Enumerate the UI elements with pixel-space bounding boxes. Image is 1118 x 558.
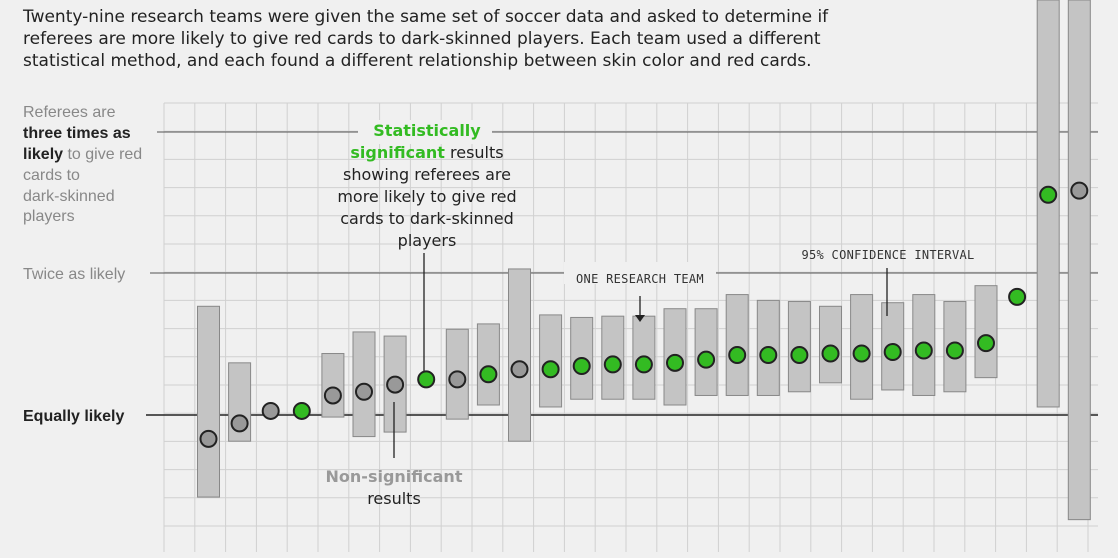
significant-annotation: Statistically significant results showin… xyxy=(337,121,517,372)
one-team-annotation: ONE RESEARCH TEAM xyxy=(576,272,704,322)
three-label-l2: three times as xyxy=(23,125,131,142)
confidence-intervals xyxy=(197,0,1091,521)
one-team-label: ONE RESEARCH TEAM xyxy=(576,272,704,286)
sig-line-2: significant results xyxy=(350,143,503,162)
team-estimate-dot xyxy=(355,382,373,401)
team-estimate-dot xyxy=(977,334,995,353)
sig-line-1: Statistically xyxy=(373,121,481,140)
sig-line-5: cards to dark-skinned xyxy=(340,209,514,228)
three-label-l5: dark-skinned xyxy=(23,188,115,205)
team-estimate-dot xyxy=(603,355,622,374)
team-estimate-dot xyxy=(1039,185,1058,204)
confidence-interval-bar xyxy=(508,268,531,442)
nonsignificant-annotation: Non-significant results xyxy=(326,402,463,508)
team-estimate-dot xyxy=(1008,287,1027,306)
team-estimate-dot xyxy=(230,414,249,433)
team-estimate-dot xyxy=(386,375,405,394)
sig-line-3: showing referees are xyxy=(343,165,511,184)
team-estimate-dot xyxy=(790,346,809,365)
team-estimate-dot xyxy=(945,341,964,360)
intro-line-2: referees are more likely to give red car… xyxy=(23,29,821,49)
team-estimate-dot xyxy=(666,353,684,372)
nonsig-line-1: Non-significant xyxy=(326,467,463,486)
team-estimate-dot xyxy=(914,341,933,360)
team-estimate-dot xyxy=(697,350,716,369)
team-estimate-dot xyxy=(852,344,871,363)
three-label-l6: players xyxy=(23,208,75,225)
equal-label: Equally likely xyxy=(23,408,124,425)
team-estimate-dot xyxy=(417,370,436,389)
team-estimate-dot xyxy=(634,355,653,374)
confidence-interval-bar xyxy=(1067,0,1091,521)
confidence-interval-bar xyxy=(321,353,345,418)
ci-annotation: 95% CONFIDENCE INTERVAL xyxy=(801,248,974,316)
twice-label: Twice as likely xyxy=(23,266,125,283)
team-estimate-dot xyxy=(261,401,280,420)
confidence-interval-bar xyxy=(197,305,220,498)
team-estimate-dot xyxy=(448,370,467,389)
team-estimate-dot xyxy=(883,343,902,362)
three-label-l3: likely to give red xyxy=(23,146,142,163)
confidence-interval-bar xyxy=(476,323,500,406)
team-estimate-dot xyxy=(572,357,591,376)
team-estimate-dot xyxy=(323,386,342,405)
team-estimate-dot xyxy=(728,346,747,365)
team-estimate-dot xyxy=(292,401,311,420)
team-estimate-dot xyxy=(541,360,560,379)
one-team-bg xyxy=(564,262,716,284)
sig-label-bg xyxy=(358,120,492,144)
confidence-interval-bar xyxy=(725,294,749,396)
grid xyxy=(163,102,1098,552)
team-estimate-dot xyxy=(510,360,529,379)
three-label-l1: Referees are xyxy=(23,104,116,121)
three-label-l4: cards to xyxy=(23,167,80,184)
team-estimate-dot xyxy=(759,346,778,365)
estimate-dots xyxy=(199,181,1089,448)
team-estimate-dot xyxy=(479,365,498,384)
team-estimate-dot xyxy=(821,344,840,363)
nonsig-line-2: results xyxy=(367,489,421,508)
intro-line-3: statistical method, and each found a dif… xyxy=(23,51,812,71)
team-estimate-dot xyxy=(199,429,218,448)
team-estimate-dot xyxy=(1070,181,1089,200)
intro-line-1: Twenty-nine research teams were given th… xyxy=(22,7,829,27)
confidence-interval-bar xyxy=(974,285,998,379)
sig-line-4: more likely to give red xyxy=(337,187,516,206)
one-team-arrowhead xyxy=(635,315,645,322)
ci-label: 95% CONFIDENCE INTERVAL xyxy=(801,248,974,262)
sig-line-6: players xyxy=(398,231,457,250)
